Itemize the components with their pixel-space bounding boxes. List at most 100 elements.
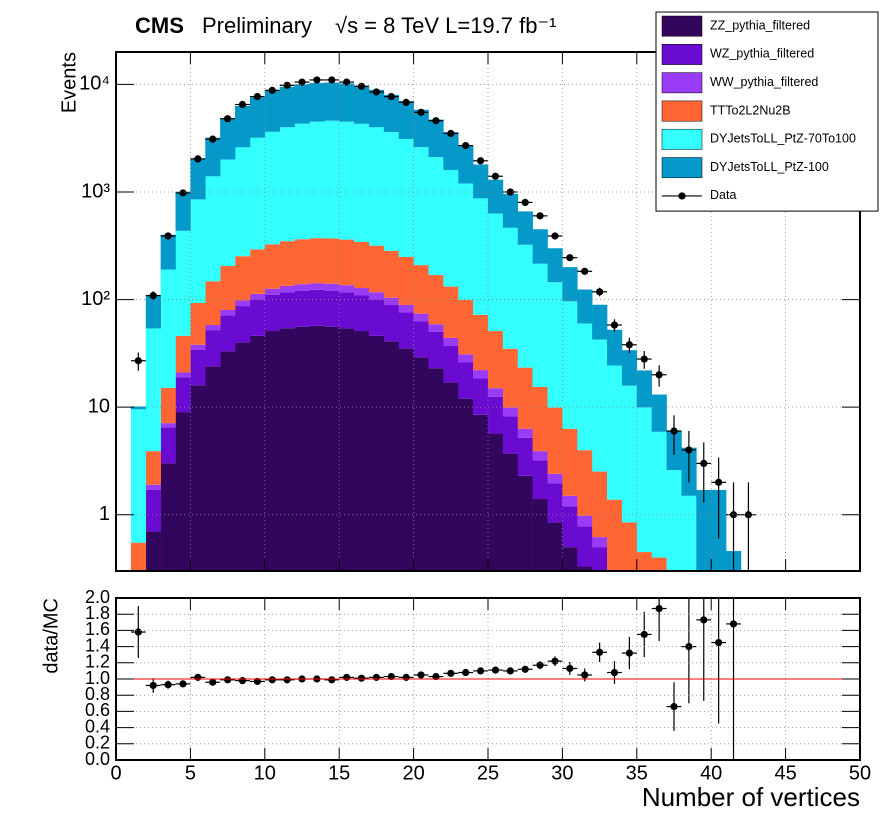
histogram-bar (502, 348, 519, 408)
histogram-bar (160, 387, 176, 424)
histogram-bar (383, 132, 400, 251)
histogram-bar (324, 82, 340, 121)
histogram-bar (249, 299, 266, 336)
x-tick-label: 0 (110, 762, 121, 784)
data-point (655, 371, 663, 379)
histogram-bar (205, 366, 221, 571)
histogram-bar (502, 453, 519, 571)
data-point (268, 676, 276, 684)
histogram-bar (413, 109, 429, 148)
data-point (610, 668, 619, 677)
histogram-bar (502, 416, 519, 454)
legend-swatch (678, 192, 686, 200)
histogram-bar (532, 451, 548, 461)
data-point (581, 267, 589, 275)
histogram-bar (339, 328, 355, 571)
histogram-bar (547, 483, 563, 523)
data-point (179, 680, 187, 688)
chart-annotation: √s = 8 TeV L=19.7 fb⁻¹ (335, 13, 556, 38)
x-tick-label: 45 (774, 762, 796, 784)
histogram-bar (190, 344, 206, 350)
data-point (625, 341, 633, 349)
y-tick-label: 2.0 (85, 587, 110, 607)
histogram-bar (205, 176, 221, 282)
data-point (715, 638, 723, 647)
histogram-bar (235, 105, 251, 148)
data-point (566, 664, 574, 673)
histogram-bar (309, 289, 325, 326)
histogram-bar (532, 499, 548, 571)
histogram-bar (294, 290, 310, 327)
data-point (209, 135, 217, 143)
data-point (387, 672, 395, 681)
histogram-bar (443, 346, 459, 383)
histogram-bar (473, 370, 489, 379)
histogram-bar (517, 367, 533, 429)
histogram-bar (309, 82, 325, 122)
histogram-bar (279, 285, 295, 293)
histogram-bar (413, 313, 429, 322)
data-point (283, 676, 291, 684)
legend-swatch (661, 157, 703, 179)
plot-area (130, 598, 741, 760)
histogram-bar (532, 263, 548, 387)
histogram-bar (235, 147, 251, 257)
data-point (134, 357, 142, 365)
histogram-bar (130, 409, 147, 543)
legend-label: Data (710, 188, 736, 202)
histogram-bar (517, 437, 533, 476)
data-point (343, 673, 351, 681)
data-point (715, 478, 723, 486)
histogram-bar (666, 470, 682, 571)
legend-label: TTTo2L2Nu2B (710, 103, 791, 117)
data-point (179, 189, 187, 197)
histogram-bar (294, 326, 310, 571)
histogram-bar (354, 288, 370, 296)
histogram-bar (383, 341, 400, 571)
histogram-bar (473, 164, 489, 199)
histogram-bar (502, 193, 519, 228)
histogram-bar (607, 365, 623, 500)
y-tick-label: 1.8 (85, 603, 110, 623)
histogram-bar (547, 282, 563, 408)
histogram-bar (279, 127, 295, 242)
histogram-bar (130, 406, 147, 410)
histogram-bar (249, 97, 266, 138)
histogram-bar (309, 283, 325, 290)
histogram-bar (517, 244, 533, 368)
data-point (253, 677, 261, 686)
histogram-bar (339, 239, 355, 286)
data-point (491, 666, 500, 674)
histogram-bar (279, 241, 295, 286)
histogram-bar (145, 484, 161, 490)
data-point (536, 661, 544, 669)
histogram-bar (458, 183, 474, 301)
data-point (476, 667, 485, 675)
histogram-bar (339, 83, 355, 122)
histogram-bar (220, 118, 236, 160)
y-tick-label: 10 (88, 395, 110, 417)
histogram-bar (220, 266, 236, 310)
histogram-bar (592, 547, 608, 571)
data-point (700, 616, 708, 624)
data-point (164, 232, 172, 240)
histogram-bar (279, 328, 295, 571)
data-point (476, 157, 485, 165)
histogram-bar (264, 244, 280, 289)
histogram-bar (428, 331, 444, 369)
x-tick-label: 5 (185, 762, 196, 784)
histogram-bar (488, 179, 504, 214)
chart-title: CMS (135, 13, 184, 38)
histogram-bar (294, 84, 310, 124)
histogram-bar (160, 427, 176, 464)
histogram-bar (339, 292, 355, 329)
histogram-bar (145, 328, 161, 452)
histogram-bar (354, 123, 370, 242)
histogram-bar (443, 337, 459, 347)
data-point (462, 141, 470, 150)
data-point (596, 648, 604, 656)
data-point (432, 672, 440, 681)
histogram-bar (309, 325, 325, 571)
data-point (729, 511, 738, 519)
histogram-bar (577, 450, 593, 516)
